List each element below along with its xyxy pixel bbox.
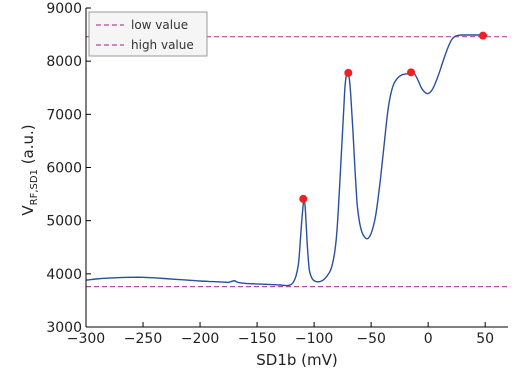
y-tick-label-6: 9000 <box>46 1 82 17</box>
legend-box <box>88 11 208 57</box>
x-tick-label-1: −250 <box>124 331 162 347</box>
x-tick-label-0: −300 <box>67 331 105 347</box>
y-axis-label: VRF,SD1 (a.u.) <box>19 124 40 215</box>
axes: −300 −250 −200 −150 −100 −50 0 50 3000 4000 5000 60… <box>46 1 508 347</box>
y-tick-label-2: 5000 <box>46 214 82 230</box>
y-tick-label-3: 6000 <box>46 161 82 177</box>
peak-marker-3 <box>478 31 487 40</box>
peak-marker-0 <box>299 194 308 203</box>
x-tick-label-7: 50 <box>476 331 494 347</box>
y-axis-label-main: V <box>19 205 37 216</box>
x-tick-label-4: −100 <box>295 331 333 347</box>
legend-label-high-value: high value <box>131 38 194 52</box>
x-tick-label-3: −150 <box>238 331 276 347</box>
series-line-0 <box>85 34 488 287</box>
y-axis-label-subscript: RF,SD1 <box>29 169 40 205</box>
y-tick-label-0: 3000 <box>46 320 82 336</box>
y-tick-label-4: 7000 <box>46 107 82 123</box>
legend-label-low-value: low value <box>131 18 188 32</box>
x-axis-label: SD1b (mV) <box>256 351 337 369</box>
plot-area <box>85 31 508 288</box>
y-tick-label-5: 8000 <box>46 54 82 70</box>
legend: low value high value <box>88 11 208 57</box>
peak-marker-1 <box>344 68 353 77</box>
x-tick-label-2: −200 <box>181 331 219 347</box>
y-axis-label-unit: (a.u.) <box>19 124 37 169</box>
x-tick-label-5: −50 <box>356 331 386 347</box>
y-tick-label-1: 4000 <box>46 267 82 283</box>
peak-marker-2 <box>407 68 416 77</box>
x-tick-label-6: 0 <box>424 331 433 347</box>
